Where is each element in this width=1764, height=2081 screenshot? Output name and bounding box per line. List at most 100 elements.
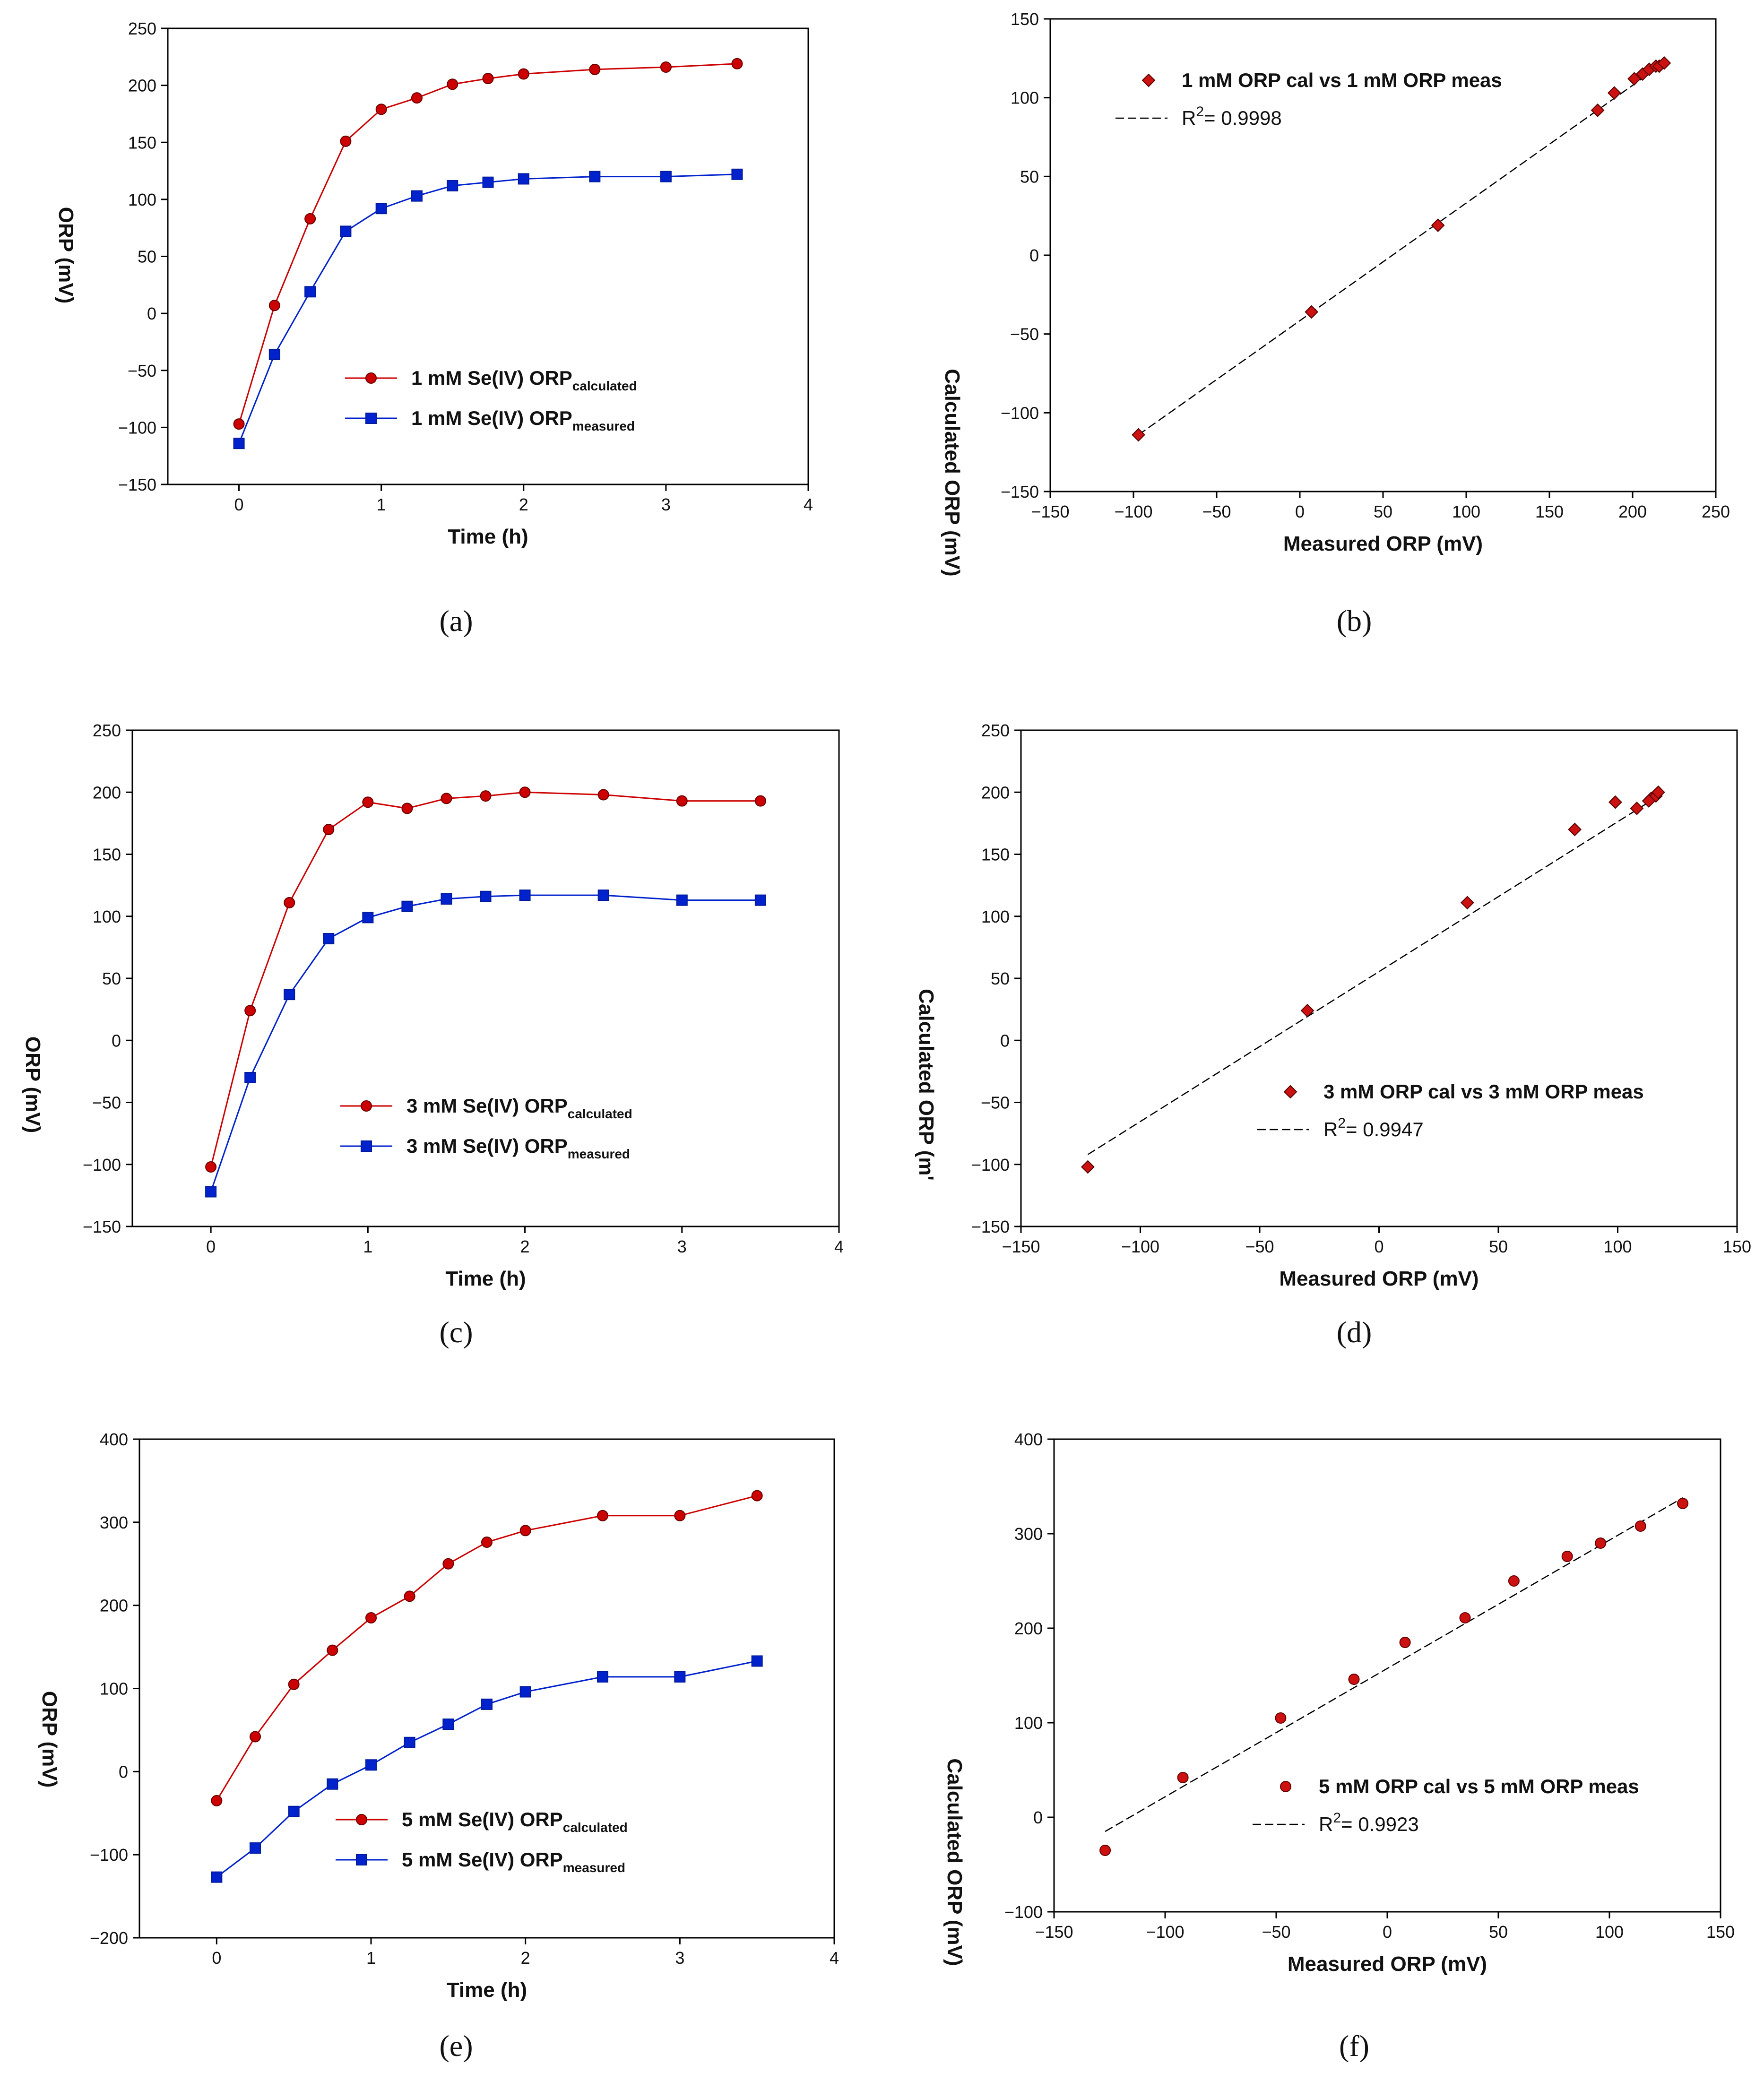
x-tick-label: 0 bbox=[206, 1237, 216, 1256]
data-point-measured bbox=[731, 168, 743, 180]
y-axis-label: Calculated ORP (mV) bbox=[943, 1758, 966, 1966]
scatter-point bbox=[1305, 305, 1319, 319]
legend-label-calculated: 1 mM Se(IV) ORPcalculated bbox=[411, 367, 637, 393]
y-tick-label: −100 bbox=[83, 1155, 121, 1174]
y-axis-label: ORP (mV) bbox=[21, 1036, 44, 1133]
y-tick-label: 50 bbox=[138, 247, 156, 267]
data-point-measured bbox=[751, 1655, 763, 1667]
y-tick-label: −150 bbox=[971, 1217, 1010, 1236]
data-point-measured bbox=[519, 889, 531, 901]
legend-label-points: 1 mM ORP cal vs 1 mM ORP meas bbox=[1182, 69, 1502, 91]
data-point-measured bbox=[480, 890, 492, 902]
y-tick-label: −50 bbox=[128, 361, 156, 380]
data-point-measured bbox=[401, 900, 413, 912]
panel-caption: (d) bbox=[1337, 1315, 1372, 1349]
y-tick-label: 200 bbox=[93, 783, 121, 802]
data-point-calculated bbox=[589, 63, 601, 75]
y-tick-label: 250 bbox=[93, 721, 121, 740]
x-tick-label: 1 bbox=[366, 1948, 376, 1968]
y-tick-label: −100 bbox=[1001, 403, 1039, 423]
r2-value: = 0.9998 bbox=[1204, 107, 1282, 129]
panel-b: −150 −100 −50 0 50 100 150 200 250 −150 −100 −50 0 50… bbox=[941, 9, 1730, 638]
scatter-point bbox=[1460, 896, 1474, 910]
y-axis-label: ORP (mV) bbox=[38, 1691, 61, 1788]
y-tick-label: 100 bbox=[128, 190, 156, 209]
data-point-measured bbox=[442, 1718, 454, 1730]
scatter-point bbox=[1608, 795, 1622, 809]
y-tick-label: 400 bbox=[1014, 1430, 1043, 1449]
y-tick-label: 50 bbox=[991, 969, 1010, 988]
data-point-measured bbox=[340, 225, 352, 237]
scatter-point bbox=[1081, 1160, 1095, 1174]
x-tick-label: 2 bbox=[521, 1948, 530, 1968]
data-point-calculated bbox=[597, 1510, 608, 1521]
legend-label-measured: 1 mM Se(IV) ORPmeasured bbox=[411, 407, 635, 433]
data-point-calculated bbox=[284, 897, 295, 908]
data-point-measured bbox=[441, 893, 452, 905]
data-point-calculated bbox=[519, 1525, 531, 1537]
series-line-calculated bbox=[216, 1495, 758, 1801]
x-axis-label: Time (h) bbox=[448, 525, 528, 548]
legend-label-points: 3 mM ORP cal vs 3 mM ORP meas bbox=[1323, 1080, 1644, 1103]
data-point-measured bbox=[211, 1871, 223, 1883]
scatter-point bbox=[1657, 56, 1671, 70]
plot-frame bbox=[1053, 1438, 1721, 1913]
y-tick-label: 100 bbox=[1011, 88, 1039, 108]
y-tick-label: 250 bbox=[128, 19, 156, 38]
data-point-calculated bbox=[404, 1590, 415, 1602]
series-line-measured bbox=[210, 894, 761, 1192]
plot-frame bbox=[1020, 729, 1738, 1227]
scatter-point bbox=[1595, 1537, 1607, 1549]
y-tick-label: −50 bbox=[981, 1093, 1010, 1113]
x-tick-label: 4 bbox=[830, 1948, 839, 1968]
x-tick-label: −50 bbox=[1202, 502, 1231, 521]
data-point-calculated bbox=[340, 135, 352, 147]
y-tick-label: 0 bbox=[1033, 1808, 1043, 1827]
x-tick-label: 50 bbox=[1374, 502, 1392, 521]
data-point-calculated bbox=[323, 824, 335, 835]
y-tick-label: 200 bbox=[981, 783, 1010, 802]
data-point-measured bbox=[205, 1186, 217, 1198]
y-tick-label: −100 bbox=[118, 418, 156, 437]
data-point-calculated bbox=[731, 58, 743, 69]
y-tick-label: 200 bbox=[100, 1596, 128, 1615]
data-point-calculated bbox=[233, 418, 245, 430]
scatter-point bbox=[1607, 86, 1621, 100]
legend-marker-points bbox=[1283, 1085, 1297, 1099]
scatter-point bbox=[1591, 103, 1605, 117]
data-point-measured bbox=[447, 180, 458, 191]
r2-superscript: 2 bbox=[1333, 1810, 1341, 1826]
panel-e: 0 1 2 3 4 −200 −100 0 100 200 300 400 Time (h) ORP (m… bbox=[38, 1430, 839, 2063]
panel-caption: (e) bbox=[439, 2029, 473, 2063]
scatter-point bbox=[1177, 1772, 1189, 1783]
panel-a: 0 1 2 3 4 −150 −100 −50 0 50 100 150 200 250 Time (h) O… bbox=[54, 19, 813, 638]
data-point-calculated bbox=[481, 1537, 493, 1548]
data-point-measured bbox=[589, 171, 601, 182]
x-tick-label: −100 bbox=[1121, 1237, 1159, 1256]
y-tick-label: 200 bbox=[1014, 1619, 1043, 1638]
y-tick-label: −150 bbox=[1001, 482, 1039, 501]
y-axis-label: Calculated ORP (m' bbox=[915, 989, 938, 1181]
data-point-calculated bbox=[327, 1644, 338, 1656]
legend-label-r2: R2= 0.9998 bbox=[1182, 104, 1282, 129]
legend-label-r2: R2= 0.9923 bbox=[1319, 1810, 1419, 1835]
x-tick-label: 50 bbox=[1489, 1922, 1508, 1942]
x-tick-label: 100 bbox=[1603, 1237, 1632, 1256]
legend-marker-calculated bbox=[356, 1814, 367, 1825]
x-tick-label: 3 bbox=[675, 1948, 684, 1968]
legend-marker-calculated bbox=[361, 1100, 372, 1112]
data-point-calculated bbox=[519, 786, 531, 798]
x-tick-label: 150 bbox=[1535, 502, 1564, 521]
legend-subscript: calculated bbox=[568, 1106, 632, 1121]
x-tick-label: −100 bbox=[1146, 1922, 1184, 1942]
x-axis-label: Measured ORP (mV) bbox=[1279, 1267, 1479, 1290]
data-point-measured bbox=[375, 203, 387, 215]
y-tick-label: 100 bbox=[981, 907, 1010, 926]
x-tick-label: 150 bbox=[1723, 1237, 1751, 1256]
data-point-measured bbox=[362, 912, 374, 924]
y-tick-label: 300 bbox=[1014, 1524, 1043, 1544]
panel-d: −150 −100 −50 0 50 100 150 −150 −100 −50 0 50 100 150… bbox=[915, 721, 1751, 1349]
data-point-calculated bbox=[205, 1161, 217, 1173]
regression-line bbox=[1087, 794, 1661, 1155]
